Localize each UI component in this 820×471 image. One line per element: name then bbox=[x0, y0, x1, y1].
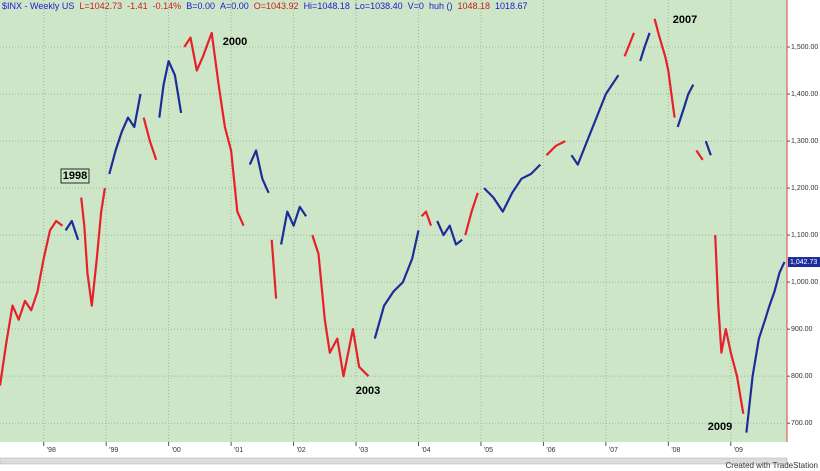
footer: Created with TradeStation bbox=[726, 461, 819, 470]
x-tick-label: '03 bbox=[359, 447, 368, 454]
price-line bbox=[653, 18, 676, 118]
header-item: B=0.00 bbox=[186, 1, 215, 11]
y-tick-label: 900.00 bbox=[791, 326, 813, 333]
price-line bbox=[80, 187, 106, 307]
price-line bbox=[270, 239, 278, 299]
price-line bbox=[142, 117, 158, 161]
last-price-label: 1,042.73 bbox=[790, 259, 817, 266]
plot-background bbox=[0, 0, 787, 442]
y-tick-label: 1,300.00 bbox=[791, 138, 818, 145]
header-item: $INX - Weekly US bbox=[2, 1, 74, 11]
x-tick-label: '06 bbox=[546, 447, 555, 454]
last-price-box bbox=[788, 257, 820, 268]
price-axis-background bbox=[787, 0, 820, 442]
y-tick-label: 1,500.00 bbox=[791, 44, 818, 51]
price-line bbox=[464, 192, 479, 236]
header-item: L=1042.73 bbox=[79, 1, 122, 11]
x-tick-label: '00 bbox=[172, 447, 181, 454]
price-line bbox=[483, 163, 542, 213]
y-tick-label: 1,000.00 bbox=[791, 279, 818, 286]
price-line bbox=[570, 74, 620, 166]
annotation-box bbox=[60, 168, 90, 184]
annotation: 2003 bbox=[356, 385, 380, 397]
x-tick-label: '01 bbox=[234, 447, 243, 454]
annotation: 2009 bbox=[708, 421, 732, 433]
y-tick-label: 1,200.00 bbox=[791, 185, 818, 192]
price-line bbox=[280, 205, 308, 245]
x-tick-label: '05 bbox=[484, 447, 493, 454]
price-line bbox=[676, 84, 695, 128]
price-line bbox=[545, 140, 566, 156]
price-line bbox=[311, 234, 370, 378]
annotation: 2007 bbox=[673, 14, 697, 26]
x-tick-label: '07 bbox=[609, 447, 618, 454]
header-item: huh () bbox=[429, 1, 453, 11]
y-tick-label: 800.00 bbox=[791, 373, 813, 380]
header-item: A=0.00 bbox=[220, 1, 249, 11]
x-tick-label: '02 bbox=[297, 447, 306, 454]
price-line bbox=[704, 140, 712, 156]
y-tick-label: 700.00 bbox=[791, 420, 813, 427]
price-line bbox=[64, 219, 80, 241]
price-line bbox=[436, 220, 463, 246]
x-tick-label: '09 bbox=[734, 447, 743, 454]
price-line bbox=[0, 219, 64, 386]
price-line bbox=[420, 210, 433, 227]
header-item: Lo=1038.40 bbox=[355, 1, 403, 11]
price-line bbox=[623, 32, 636, 57]
annotation: 1998 bbox=[63, 170, 87, 182]
price-line bbox=[373, 230, 420, 339]
price-line bbox=[158, 60, 183, 118]
price-line bbox=[639, 32, 651, 62]
x-tick-label: '04 bbox=[421, 447, 430, 454]
x-tick-label: '08 bbox=[671, 447, 680, 454]
price-line bbox=[183, 31, 245, 227]
y-tick-label: 1,100.00 bbox=[791, 232, 818, 239]
price-line bbox=[248, 149, 270, 194]
header-item: V=0 bbox=[408, 1, 424, 11]
header-item: 1018.67 bbox=[495, 1, 528, 11]
price-line bbox=[745, 261, 786, 433]
price-line bbox=[695, 149, 704, 161]
annotation: 2000 bbox=[223, 36, 247, 48]
x-tick-label: '99 bbox=[109, 447, 118, 454]
header-item: Hi=1048.18 bbox=[304, 1, 350, 11]
header-item: -0.14% bbox=[153, 1, 182, 11]
scrollbar[interactable] bbox=[0, 457, 788, 465]
time-axis-background bbox=[0, 442, 820, 458]
y-tick-label: 1,400.00 bbox=[791, 91, 818, 98]
price-line bbox=[714, 235, 745, 414]
x-tick-label: '98 bbox=[47, 447, 56, 454]
header-item: -1.41 bbox=[127, 1, 148, 11]
header: $INX - Weekly US L=1042.73 -1.41 -0.14% B=0.… bbox=[2, 1, 528, 11]
header-item: 1048.18 bbox=[457, 1, 490, 11]
price-line bbox=[108, 93, 142, 175]
header-item: O=1043.92 bbox=[254, 1, 299, 11]
